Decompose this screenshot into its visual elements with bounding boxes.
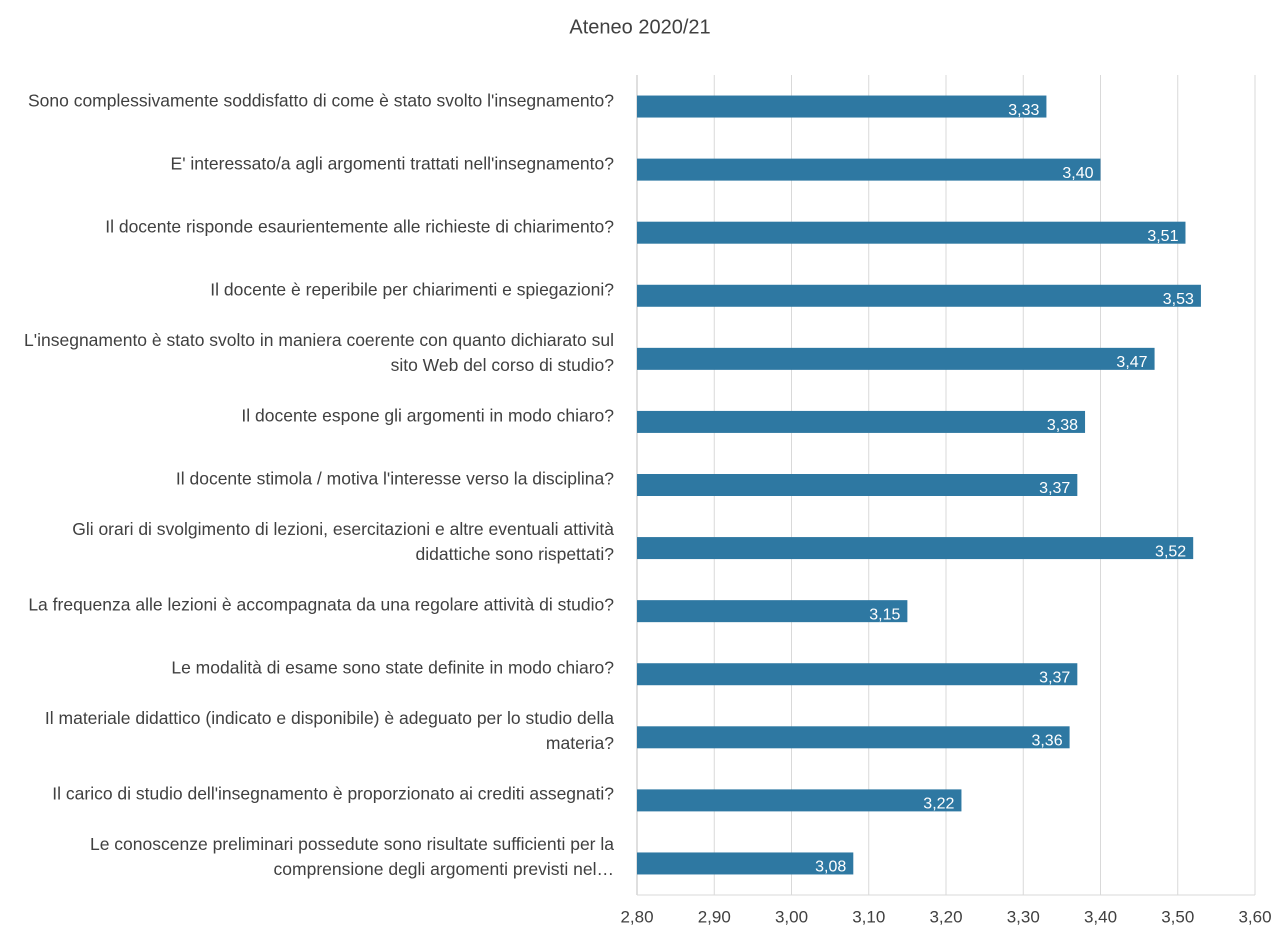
- bar: [637, 789, 962, 812]
- y-tick-label: Gli orari di svolgimento di lezioni, ese…: [72, 519, 614, 565]
- bar: [637, 221, 1186, 244]
- y-tick-label: Sono complessivamente soddisfatto di com…: [27, 90, 614, 111]
- value-label: 3,53: [1163, 291, 1194, 308]
- x-tick-label: 3,50: [1161, 907, 1194, 926]
- bar: [637, 95, 1047, 118]
- bar: [637, 600, 908, 623]
- bar: [637, 347, 1155, 370]
- bar: [637, 537, 1194, 560]
- x-tick-label: 3,60: [1238, 907, 1271, 926]
- x-tick-label: 3,00: [775, 907, 808, 926]
- value-label: 3,36: [1031, 733, 1062, 750]
- value-label: 3,52: [1155, 543, 1186, 560]
- y-tick-label: L'insegnamento è stato svolto in maniera…: [24, 329, 614, 375]
- y-tick-label: Le conoscenze preliminari possedute sono…: [89, 834, 614, 880]
- value-label: 3,15: [869, 606, 900, 623]
- value-label: 3,38: [1047, 417, 1078, 434]
- value-label: 3,37: [1039, 669, 1070, 686]
- x-tick-label: 3,30: [1007, 907, 1040, 926]
- bar: [637, 284, 1201, 307]
- value-label: 3,22: [923, 796, 954, 813]
- y-tick-label: Il docente stimola / motiva l'interesse …: [175, 468, 614, 489]
- value-label: 3,08: [815, 859, 846, 876]
- y-tick-label: Il materiale didattico (indicato e dispo…: [44, 708, 614, 754]
- bar: [637, 410, 1086, 433]
- value-label: 3,37: [1039, 480, 1070, 497]
- value-label: 3,51: [1147, 228, 1178, 245]
- y-tick-label: Il carico di studio dell'insegnamento è …: [52, 783, 614, 804]
- bar: [637, 663, 1078, 686]
- y-tick-label: Le modalità di esame sono state definite…: [171, 657, 614, 678]
- x-tick-label: 3,40: [1084, 907, 1117, 926]
- x-tick-label: 3,20: [929, 907, 962, 926]
- y-tick-label: Il docente risponde esaurientemente alle…: [105, 216, 614, 237]
- chart-title: Ateneo 2020/21: [569, 16, 710, 38]
- value-label: 3,33: [1008, 102, 1039, 119]
- bar: [637, 158, 1101, 181]
- value-label: 3,47: [1116, 354, 1147, 371]
- bar: [637, 474, 1078, 496]
- x-tick-label: 3,10: [852, 907, 885, 926]
- y-tick-label: Il docente espone gli argomenti in modo …: [241, 405, 614, 426]
- bar: [637, 726, 1070, 749]
- y-tick-label: Il docente è reperibile per chiarimenti …: [210, 279, 614, 300]
- bar: [637, 852, 854, 875]
- y-tick-label: La frequenza alle lezioni è accompagnata…: [28, 594, 614, 615]
- y-tick-label: E' interessato/a agli argomenti trattati…: [170, 153, 614, 174]
- x-tick-label: 2,80: [620, 907, 653, 926]
- x-tick-label: 2,90: [698, 907, 731, 926]
- value-label: 3,40: [1062, 165, 1093, 182]
